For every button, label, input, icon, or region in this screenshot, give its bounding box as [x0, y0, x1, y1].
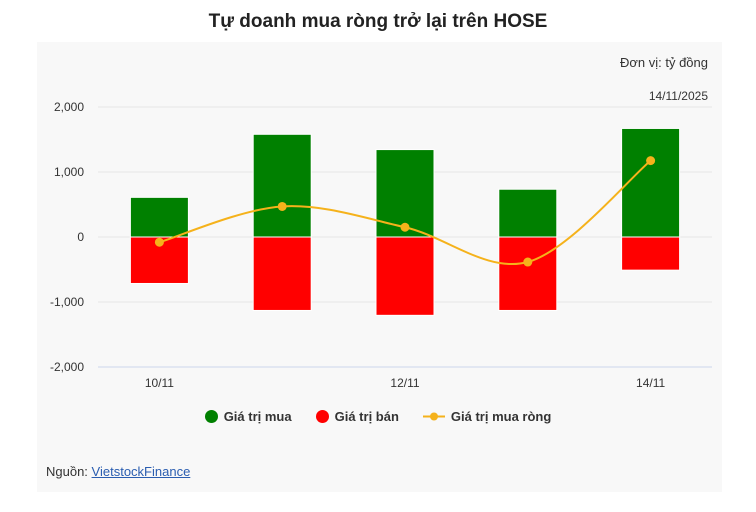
legend-marker	[422, 412, 445, 421]
legend: Giá trị mua Giá trị bán Giá trị mua ròng	[0, 409, 756, 424]
buy-bar	[129, 196, 189, 238]
buy-bar	[498, 188, 558, 238]
y-tick-label: 1,000	[54, 165, 84, 179]
y-tick-label: -2,000	[50, 360, 84, 374]
x-tick-label: 10/11	[145, 376, 174, 390]
sell-bar	[252, 236, 312, 311]
source-prefix: Nguồn:	[46, 464, 92, 479]
net-point	[646, 156, 656, 166]
legend-marker	[315, 410, 329, 423]
sell-bar	[621, 236, 681, 271]
y-tick-label: 2,000	[54, 100, 84, 114]
y-tick-label: 0	[77, 230, 84, 244]
source-link[interactable]: VietstockFinance	[91, 464, 191, 479]
sell-bar	[498, 236, 558, 311]
legend-marker	[204, 410, 218, 423]
source: Nguồn: VietstockFinance	[46, 464, 190, 479]
x-tick-label: 14/11	[636, 376, 665, 390]
unit-label: Đơn vị: tỷ đồng	[619, 55, 708, 70]
chart-title: Tự doanh mua ròng trở lại trên HOSE	[208, 11, 548, 32]
net-point	[277, 201, 287, 211]
date-label: 14/11/2025	[648, 89, 708, 103]
sell-bar	[375, 236, 435, 316]
legend-label: Giá trị mua ròng	[450, 409, 552, 424]
buy-bar	[252, 133, 312, 238]
legend-item-buy[interactable]: Giá trị mua	[204, 409, 292, 424]
y-tick-label: -1,000	[50, 295, 84, 309]
legend-item-net[interactable]: Giá trị mua ròng	[422, 409, 552, 424]
net-point	[400, 222, 410, 232]
net-point	[523, 257, 533, 267]
net-point	[154, 237, 164, 247]
buy-bar	[621, 127, 681, 238]
legend-label: Giá trị mua	[223, 409, 292, 424]
legend-item-sell[interactable]: Giá trị bán	[315, 409, 399, 424]
x-tick-label: 12/11	[390, 376, 419, 390]
legend-label: Giá trị bán	[334, 409, 399, 424]
